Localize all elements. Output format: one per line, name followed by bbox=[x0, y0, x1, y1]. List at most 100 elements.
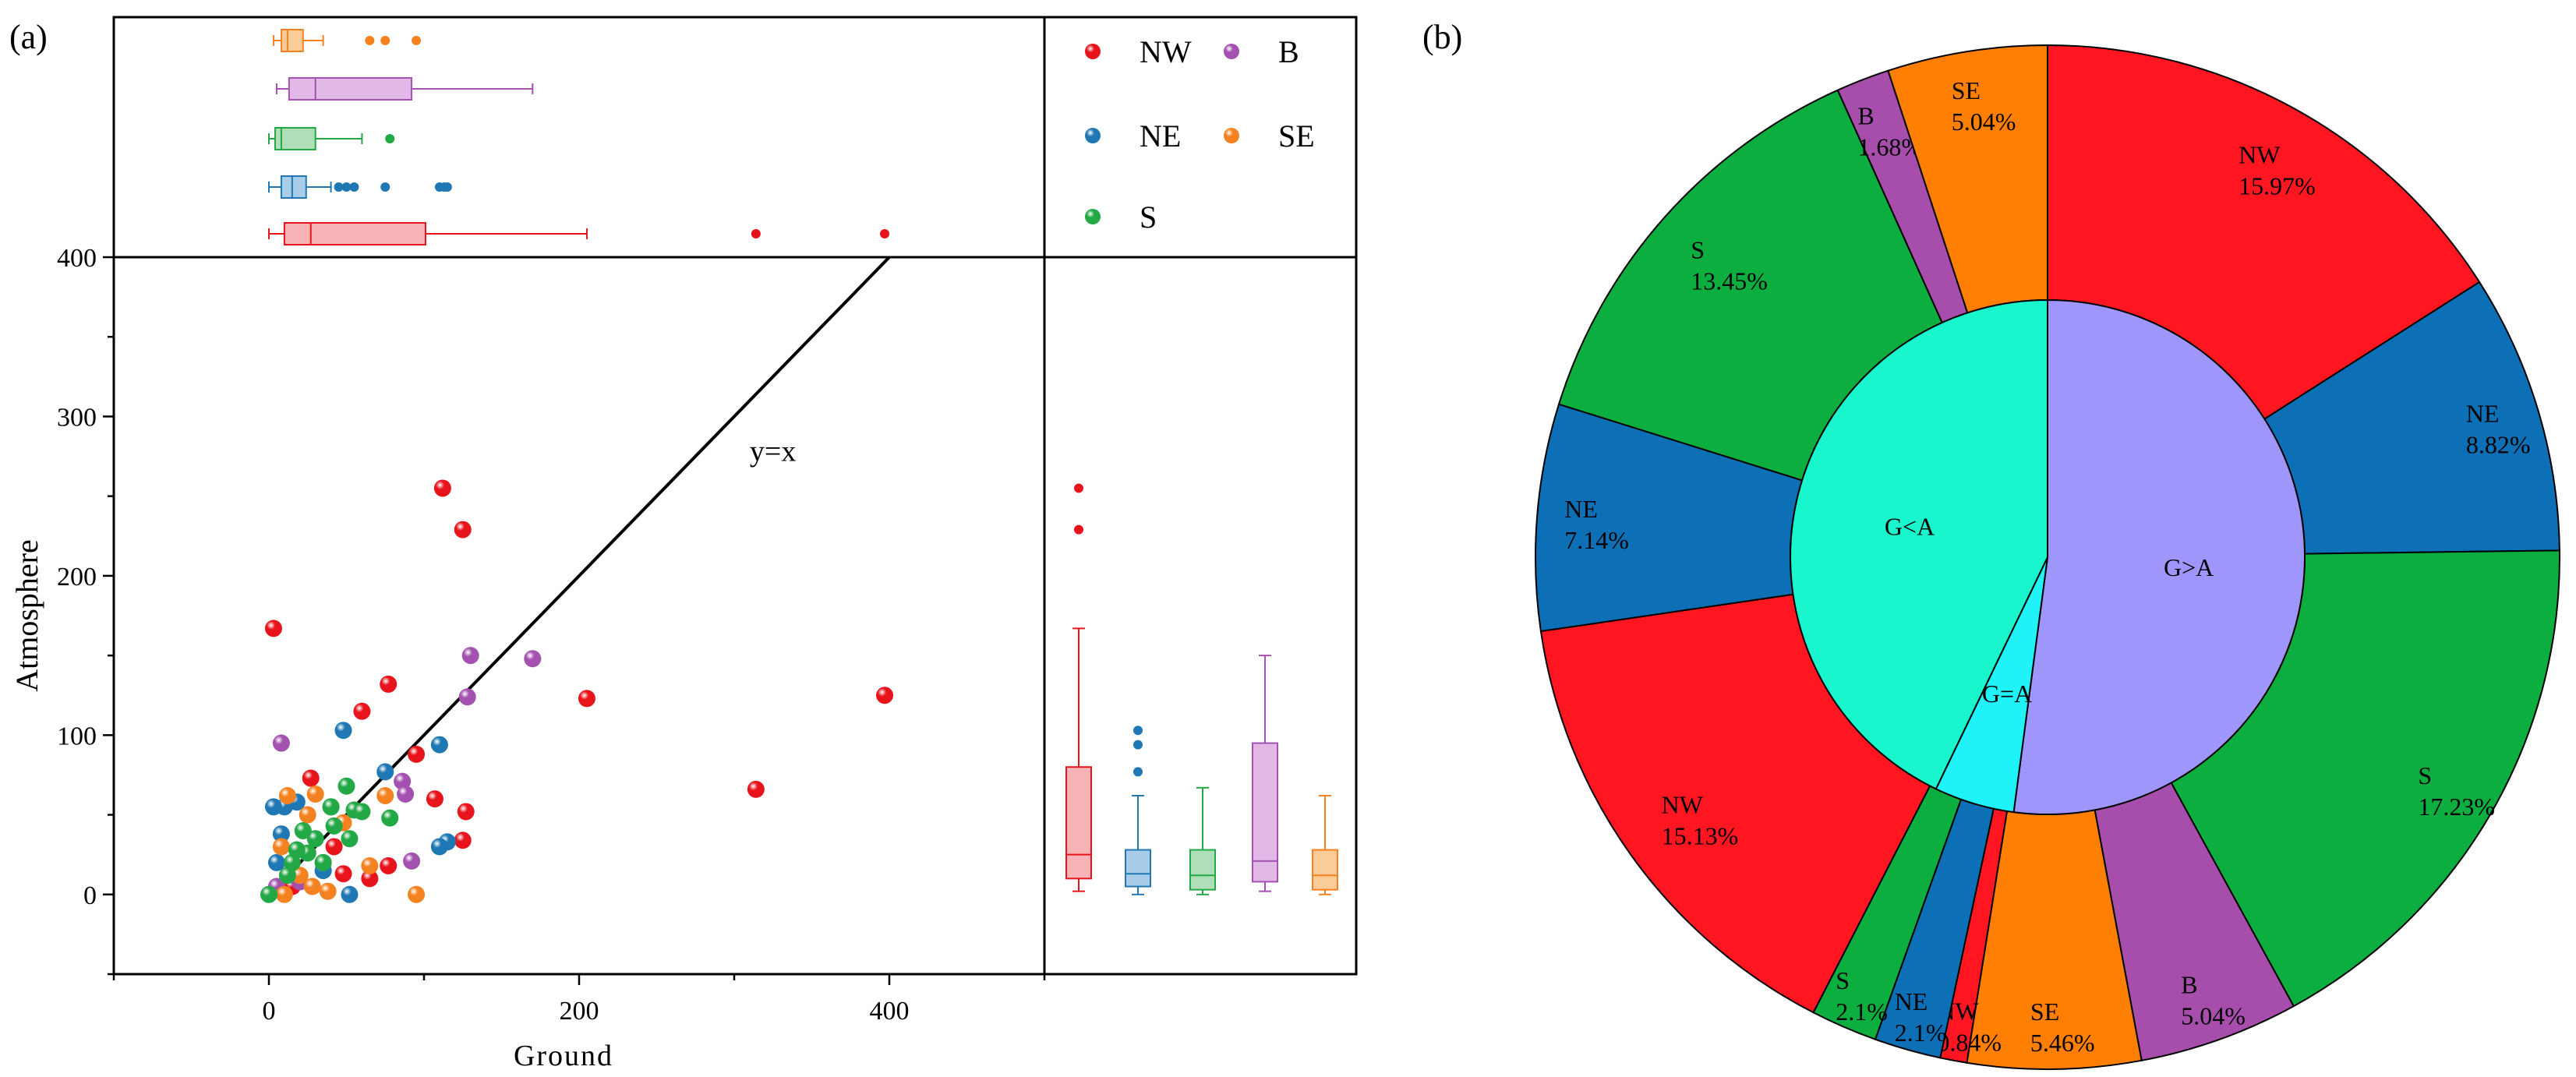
sector-name: NW bbox=[1662, 791, 1704, 819]
sector-percent: 13.45% bbox=[1691, 267, 1768, 295]
outlier bbox=[380, 36, 390, 45]
box bbox=[1065, 766, 1092, 880]
legend: NW B NE SE S bbox=[1085, 34, 1315, 235]
sector-name: NE bbox=[1895, 987, 1928, 1015]
legend-item-ne: NE bbox=[1085, 118, 1181, 154]
y-tick-label: 300 bbox=[57, 403, 97, 432]
scatter-point-ne bbox=[272, 825, 290, 843]
scatter-point-ne bbox=[267, 853, 285, 871]
scatter-point-b bbox=[272, 734, 290, 752]
legend-item-s: S bbox=[1085, 200, 1157, 235]
scatter-point-s bbox=[294, 822, 312, 839]
legend-label: SE bbox=[1278, 118, 1315, 154]
x-tick-label: 0 bbox=[263, 997, 276, 1026]
scatter-point-nw bbox=[876, 687, 894, 704]
scatter-point-nw bbox=[380, 856, 398, 874]
legend-label: B bbox=[1278, 34, 1299, 69]
scatter-points bbox=[260, 479, 894, 903]
sector-percent: 8.82% bbox=[2466, 431, 2531, 459]
outlier bbox=[412, 36, 422, 45]
sector-name: SE bbox=[2030, 998, 2059, 1026]
inner-sector bbox=[1790, 298, 2048, 790]
scatter-point-nw bbox=[433, 479, 451, 497]
sector-percent: 15.97% bbox=[2239, 172, 2316, 200]
scatter-point-se bbox=[278, 787, 296, 805]
outlier bbox=[1133, 726, 1143, 736]
scatter-point-nw bbox=[454, 521, 472, 538]
outer-sector-label: S 17.23% bbox=[2418, 761, 2495, 821]
top-boxplot-s bbox=[268, 127, 395, 150]
scatter-point-s bbox=[337, 777, 355, 795]
scatter-point-nw bbox=[325, 838, 343, 856]
outlier bbox=[1133, 767, 1143, 777]
top-boxplot-nw bbox=[268, 222, 890, 245]
scatter-point-nw bbox=[457, 803, 475, 821]
sector-percent: 5.46% bbox=[2030, 1029, 2095, 1057]
sector-percent: 5.04% bbox=[1952, 108, 2016, 136]
right-boxplot-nw bbox=[1065, 483, 1092, 892]
panel-b-label: (b) bbox=[1422, 18, 1462, 56]
outer-sector-label: S 13.45% bbox=[1691, 235, 1768, 295]
x-tick-label: 400 bbox=[870, 997, 910, 1026]
right-boxplot-ne bbox=[1125, 726, 1151, 895]
scatter-point-nw bbox=[302, 769, 320, 787]
legend-item-se: SE bbox=[1224, 118, 1315, 154]
box bbox=[1125, 849, 1151, 888]
scatter-point-nw bbox=[334, 865, 352, 883]
scatter-point-s bbox=[353, 803, 371, 821]
scatter-point-ne bbox=[341, 885, 359, 903]
outer-sector-label: SE 5.46% bbox=[2030, 998, 2095, 1057]
legend-marker bbox=[1224, 44, 1239, 59]
right-boxplot-s bbox=[1189, 786, 1216, 895]
outlier bbox=[751, 229, 761, 238]
scatter-point-ne bbox=[430, 736, 448, 754]
scatter-point-se bbox=[275, 885, 293, 903]
scatter-point-se bbox=[303, 877, 321, 895]
scatter-point-nw bbox=[353, 702, 371, 720]
scatter-point-s bbox=[381, 809, 399, 827]
scatter-point-s bbox=[288, 841, 306, 859]
outer-sector-label: NE 2.1% bbox=[1895, 987, 1947, 1047]
outer-sector-label: NW 15.97% bbox=[2239, 141, 2316, 200]
scatter-point-s bbox=[314, 853, 332, 871]
right-boxplot-se bbox=[1312, 795, 1338, 895]
outlier bbox=[880, 229, 890, 238]
sector-name: NE bbox=[1564, 495, 1598, 523]
scatter-point-nw bbox=[747, 780, 765, 798]
scatter-frame bbox=[112, 256, 1046, 976]
sector-percent: 15.13% bbox=[1662, 822, 1739, 850]
legend-item-nw: NW bbox=[1085, 34, 1192, 69]
y-tick-label: 400 bbox=[57, 244, 97, 273]
box bbox=[283, 222, 426, 245]
box bbox=[288, 77, 413, 101]
top-marginal-boxplots bbox=[268, 29, 890, 245]
sector-name: S bbox=[1836, 966, 1850, 994]
outer-sector-label: NE 7.14% bbox=[1564, 495, 1629, 554]
box bbox=[1252, 742, 1278, 883]
sector-percent: 2.1% bbox=[1895, 1019, 1947, 1047]
scatter-point-s bbox=[260, 885, 277, 903]
scatter-point-ne bbox=[430, 838, 448, 856]
outlier bbox=[1074, 483, 1083, 493]
box bbox=[1189, 849, 1216, 891]
outlier bbox=[365, 36, 375, 45]
sector-percent: 17.23% bbox=[2418, 793, 2495, 821]
identity-line bbox=[267, 256, 891, 896]
right-marginal-frame bbox=[1043, 256, 1358, 976]
scatter-point-ne bbox=[264, 798, 282, 816]
scatter-point-se bbox=[272, 838, 290, 856]
scatter-point-se bbox=[408, 885, 426, 903]
top-boxplot-b bbox=[275, 77, 534, 101]
legend-label: S bbox=[1140, 200, 1157, 235]
sector-name: NE bbox=[2466, 400, 2500, 428]
scatter-point-se bbox=[299, 806, 316, 824]
scatter-point-s bbox=[325, 817, 343, 835]
outer-sector-label: NE 8.82% bbox=[2466, 400, 2531, 459]
scatter-point-b bbox=[524, 650, 542, 668]
x-axis-label: Ground bbox=[514, 1040, 613, 1072]
legend-marker bbox=[1224, 128, 1239, 143]
scatter-point-se bbox=[306, 785, 324, 803]
inner-sector-label: G=A bbox=[1982, 680, 2032, 708]
sector-name: SE bbox=[1952, 76, 1981, 104]
